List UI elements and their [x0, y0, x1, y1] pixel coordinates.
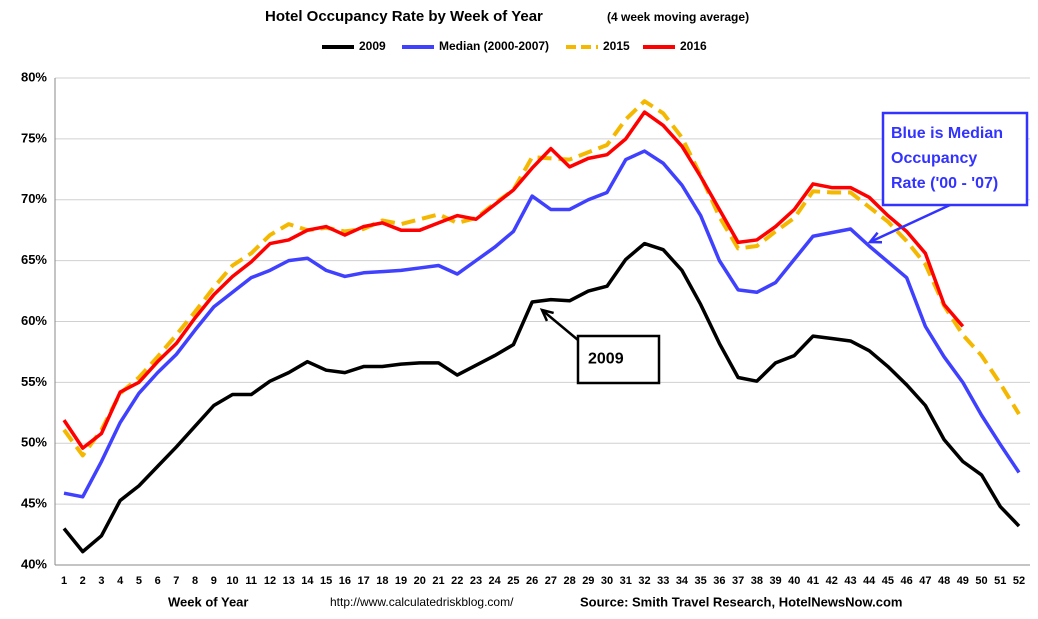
x-tick-label: 9 — [211, 575, 217, 587]
x-tick-label: 8 — [192, 575, 198, 587]
x-tick-label: 28 — [563, 575, 575, 587]
x-tick-label: 1 — [61, 575, 67, 587]
x-tick-label: 5 — [136, 575, 142, 587]
annotation-arrowhead — [867, 231, 883, 244]
x-tick-label: 41 — [807, 575, 819, 587]
x-tick-label: 51 — [994, 575, 1006, 587]
x-tick-label: 30 — [601, 575, 613, 587]
annotation-arrowhead — [539, 308, 554, 322]
x-tick-label: 3 — [98, 575, 104, 587]
x-tick-label: 22 — [451, 575, 463, 587]
x-tick-label: 10 — [226, 575, 238, 587]
x-tick-label: 43 — [844, 575, 856, 587]
x-tick-label: 37 — [732, 575, 744, 587]
x-tick-label: 26 — [526, 575, 538, 587]
annotation-text: 2009 — [588, 351, 624, 368]
x-tick-label: 19 — [395, 575, 407, 587]
y-tick-label: 65% — [21, 252, 47, 267]
y-tick-label: 40% — [21, 556, 47, 571]
x-tick-label: 38 — [751, 575, 763, 587]
annotation-arrow — [541, 309, 579, 341]
x-tick-label: 14 — [301, 575, 314, 587]
y-tick-label: 55% — [21, 374, 47, 389]
legend-label: Median (2000-2007) — [439, 39, 549, 53]
x-axis-label: Week of Year — [168, 594, 248, 609]
x-tick-label: 21 — [432, 575, 444, 587]
x-tick-label: 15 — [320, 575, 332, 587]
x-tick-label: 7 — [173, 575, 179, 587]
y-tick-label: 45% — [21, 496, 47, 511]
x-tick-label: 46 — [901, 575, 913, 587]
annotation-text: Occupancy — [891, 150, 977, 167]
x-tick-label: 39 — [769, 575, 781, 587]
x-tick-label: 24 — [489, 575, 502, 587]
x-tick-label: 13 — [283, 575, 295, 587]
x-tick-label: 48 — [938, 575, 950, 587]
source: Source: Smith Travel Research, HotelNews… — [580, 594, 902, 609]
x-tick-label: 16 — [339, 575, 351, 587]
x-tick-label: 49 — [957, 575, 969, 587]
x-tick-label: 12 — [264, 575, 276, 587]
source-url: http://www.calculatedriskblog.com/ — [330, 595, 514, 609]
y-tick-label: 80% — [21, 69, 47, 84]
x-tick-label: 31 — [620, 575, 632, 587]
y-tick-label: 60% — [21, 313, 47, 328]
annotation-text: Rate ('00 - '07) — [891, 175, 998, 192]
annotation-box — [881, 111, 1029, 207]
x-tick-label: 4 — [117, 575, 124, 587]
x-tick-label: 50 — [975, 575, 987, 587]
y-tick-label: 50% — [21, 435, 47, 450]
x-tick-label: 11 — [245, 575, 257, 587]
x-tick-label: 2 — [80, 575, 86, 587]
legend-label: 2009 — [359, 39, 386, 53]
x-tick-label: 45 — [882, 575, 894, 587]
annotation-text: Blue is Median — [891, 125, 1003, 142]
x-tick-label: 36 — [713, 575, 725, 587]
y-tick-label: 70% — [21, 191, 47, 206]
series-line — [63, 149, 1021, 499]
x-tick-label: 6 — [155, 575, 161, 587]
x-tick-label: 52 — [1013, 575, 1025, 587]
y-tick-label: 75% — [21, 130, 47, 145]
chart-title: Hotel Occupancy Rate by Week of Year — [265, 8, 543, 25]
x-tick-label: 27 — [545, 575, 557, 587]
legend-label: 2015 — [603, 39, 630, 53]
x-tick-label: 33 — [657, 575, 669, 587]
x-tick-label: 40 — [788, 575, 800, 587]
x-tick-label: 42 — [826, 575, 838, 587]
x-tick-label: 17 — [357, 575, 369, 587]
x-tick-label: 47 — [919, 575, 931, 587]
annotation-arrow — [869, 203, 951, 244]
legend-label: 2016 — [680, 39, 707, 53]
x-tick-label: 25 — [507, 575, 519, 587]
x-tick-label: 44 — [863, 575, 876, 587]
chart-subtitle: (4 week moving average) — [607, 10, 749, 24]
x-tick-label: 29 — [582, 575, 594, 587]
x-tick-label: 35 — [695, 575, 707, 587]
annotation-box — [576, 334, 661, 385]
series-line — [62, 110, 965, 450]
x-tick-label: 32 — [638, 575, 650, 587]
x-tick-label: 34 — [676, 575, 689, 587]
series-line — [62, 99, 1021, 458]
x-tick-label: 23 — [470, 575, 482, 587]
x-tick-label: 18 — [376, 575, 388, 587]
series-line — [62, 241, 1021, 554]
x-tick-label: 20 — [414, 575, 426, 587]
